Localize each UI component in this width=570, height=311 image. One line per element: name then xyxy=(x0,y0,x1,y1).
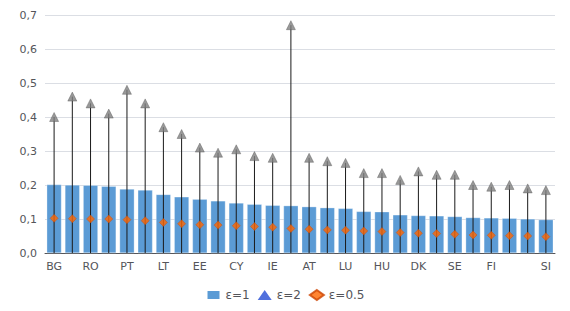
svg-text:0,6: 0,6 xyxy=(20,43,38,56)
svg-text:HU: HU xyxy=(374,260,390,273)
svg-text:IE: IE xyxy=(268,260,278,273)
svg-text:EE: EE xyxy=(193,260,207,273)
svg-text:0,5: 0,5 xyxy=(20,77,38,90)
svg-text:ε=0.5: ε=0.5 xyxy=(329,288,365,302)
svg-text:0,3: 0,3 xyxy=(20,145,38,158)
svg-text:SE: SE xyxy=(448,260,462,273)
svg-text:LT: LT xyxy=(158,260,170,273)
svg-text:BG: BG xyxy=(46,260,62,273)
svg-text:0,4: 0,4 xyxy=(20,111,38,124)
svg-text:ε=2: ε=2 xyxy=(277,288,301,302)
svg-text:DK: DK xyxy=(411,260,427,273)
svg-text:CY: CY xyxy=(229,260,243,273)
svg-text:AT: AT xyxy=(302,260,316,273)
svg-text:ε=1: ε=1 xyxy=(226,288,250,302)
svg-text:0,1: 0,1 xyxy=(20,213,38,226)
svg-text:0,0: 0,0 xyxy=(20,247,38,260)
svg-text:LU: LU xyxy=(339,260,353,273)
svg-text:PT: PT xyxy=(120,260,134,273)
svg-text:FI: FI xyxy=(486,260,496,273)
svg-text:0,2: 0,2 xyxy=(20,179,38,192)
svg-text:0,7: 0,7 xyxy=(20,9,38,22)
svg-text:RO: RO xyxy=(82,260,99,273)
svg-text:SI: SI xyxy=(541,260,551,273)
